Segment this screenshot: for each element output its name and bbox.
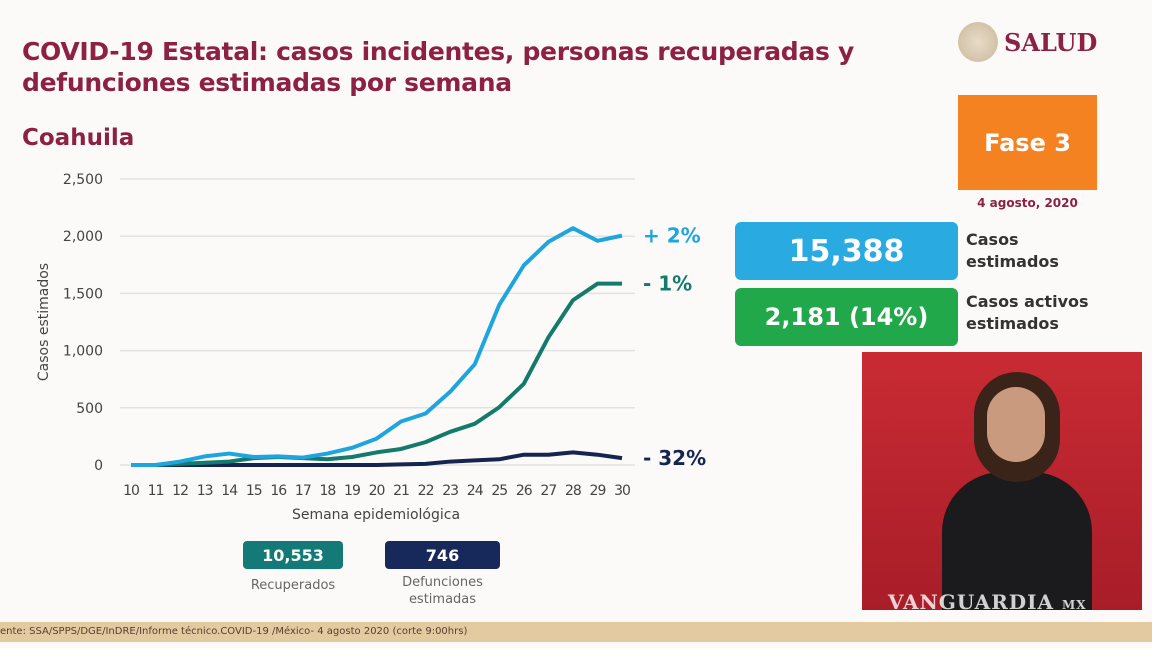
x-tick-label: 12 — [172, 483, 188, 499]
y-axis-label: Casos estimados — [36, 263, 52, 381]
y-tick-label: 1,000 — [63, 344, 103, 360]
x-tick-label: 15 — [246, 483, 262, 499]
state-name: Coahuila — [22, 125, 135, 151]
watermark-suffix: MX — [1062, 598, 1087, 612]
logo-text: SALUD — [1004, 27, 1098, 57]
active-cases-label: Casos activos estimados — [966, 291, 1089, 335]
report-date: 4 agosto, 2020 — [977, 196, 1078, 210]
series-end-label: - 32% — [643, 446, 706, 470]
x-tick-label: 21 — [393, 483, 409, 499]
interpreter-body — [942, 472, 1092, 610]
label-line: estimadas — [408, 592, 477, 607]
x-tick-label: 14 — [221, 483, 238, 499]
seal-icon — [958, 22, 998, 62]
x-tick-label: 20 — [369, 483, 385, 499]
recovered-total: 10,553 — [243, 541, 343, 569]
label-line: Defunciones — [402, 575, 483, 590]
x-tick-label: 17 — [295, 483, 311, 499]
sign-language-interpreter-video: VANGUARDIA MX — [862, 352, 1142, 614]
x-tick-label: 30 — [614, 483, 630, 499]
x-tick-label: 28 — [565, 483, 581, 499]
x-tick-label: 13 — [197, 483, 213, 499]
series-line — [131, 281, 622, 467]
x-tick-label: 25 — [491, 483, 507, 499]
label-line: estimados — [966, 314, 1059, 333]
x-tick-label: 24 — [467, 483, 484, 499]
x-tick-label: 11 — [148, 483, 164, 499]
title-line-1: COVID-19 Estatal: casos incidentes, pers… — [22, 37, 854, 66]
label-line: Casos activos — [966, 292, 1089, 311]
y-tick-label: 500 — [76, 401, 103, 417]
title-line-2: defunciones estimadas por semana — [22, 68, 512, 97]
salud-logo: SALUD — [958, 22, 1097, 62]
watermark: VANGUARDIA MX — [888, 590, 1087, 614]
deaths-label: Defunciones estimadas — [380, 574, 505, 608]
x-axis-label: Semana epidemiológica — [292, 507, 460, 523]
y-tick-label: 2,000 — [63, 229, 103, 245]
page-title: COVID-19 Estatal: casos incidentes, pers… — [22, 36, 854, 98]
x-tick-label: 29 — [590, 483, 606, 499]
line-chart: 0 500 1,000 1,500 2,000 2,500 10 11 12 13 14 15 16 17… — [36, 172, 706, 523]
recovered-label: Recuperados — [250, 578, 336, 593]
y-tick-label: 0 — [94, 458, 103, 474]
watermark-text: VANGUARDIA — [888, 590, 1055, 614]
x-tick-label: 26 — [516, 483, 533, 499]
active-cases-card: 2,181 (14%) — [735, 288, 958, 346]
series-end-label: + 2% — [643, 224, 701, 248]
x-tick-label: 10 — [123, 483, 139, 499]
label-line: Casos — [966, 230, 1019, 249]
y-tick-label: 2,500 — [63, 172, 103, 188]
x-tick-label: 18 — [319, 483, 335, 499]
x-tick-label: 19 — [344, 483, 360, 499]
deaths-total: 746 — [385, 541, 500, 569]
series-line — [131, 450, 623, 467]
series-end-label: - 1% — [643, 272, 692, 296]
x-tick-label: 27 — [540, 483, 556, 499]
source-footer: ente: SSA/SPPS/DGE/InDRE/Informe técnico… — [0, 622, 1152, 642]
x-tick-label: 23 — [442, 483, 458, 499]
estimated-cases-label: Casos estimados — [966, 229, 1059, 273]
series-line — [131, 226, 623, 467]
phase-badge: Fase 3 — [958, 95, 1097, 190]
x-tick-label: 22 — [418, 483, 434, 499]
label-line: estimados — [966, 252, 1059, 271]
estimated-cases-card: 15,388 — [735, 222, 958, 280]
interpreter-face — [987, 387, 1045, 462]
x-tick-label: 16 — [270, 483, 287, 499]
y-tick-label: 1,500 — [63, 286, 103, 302]
